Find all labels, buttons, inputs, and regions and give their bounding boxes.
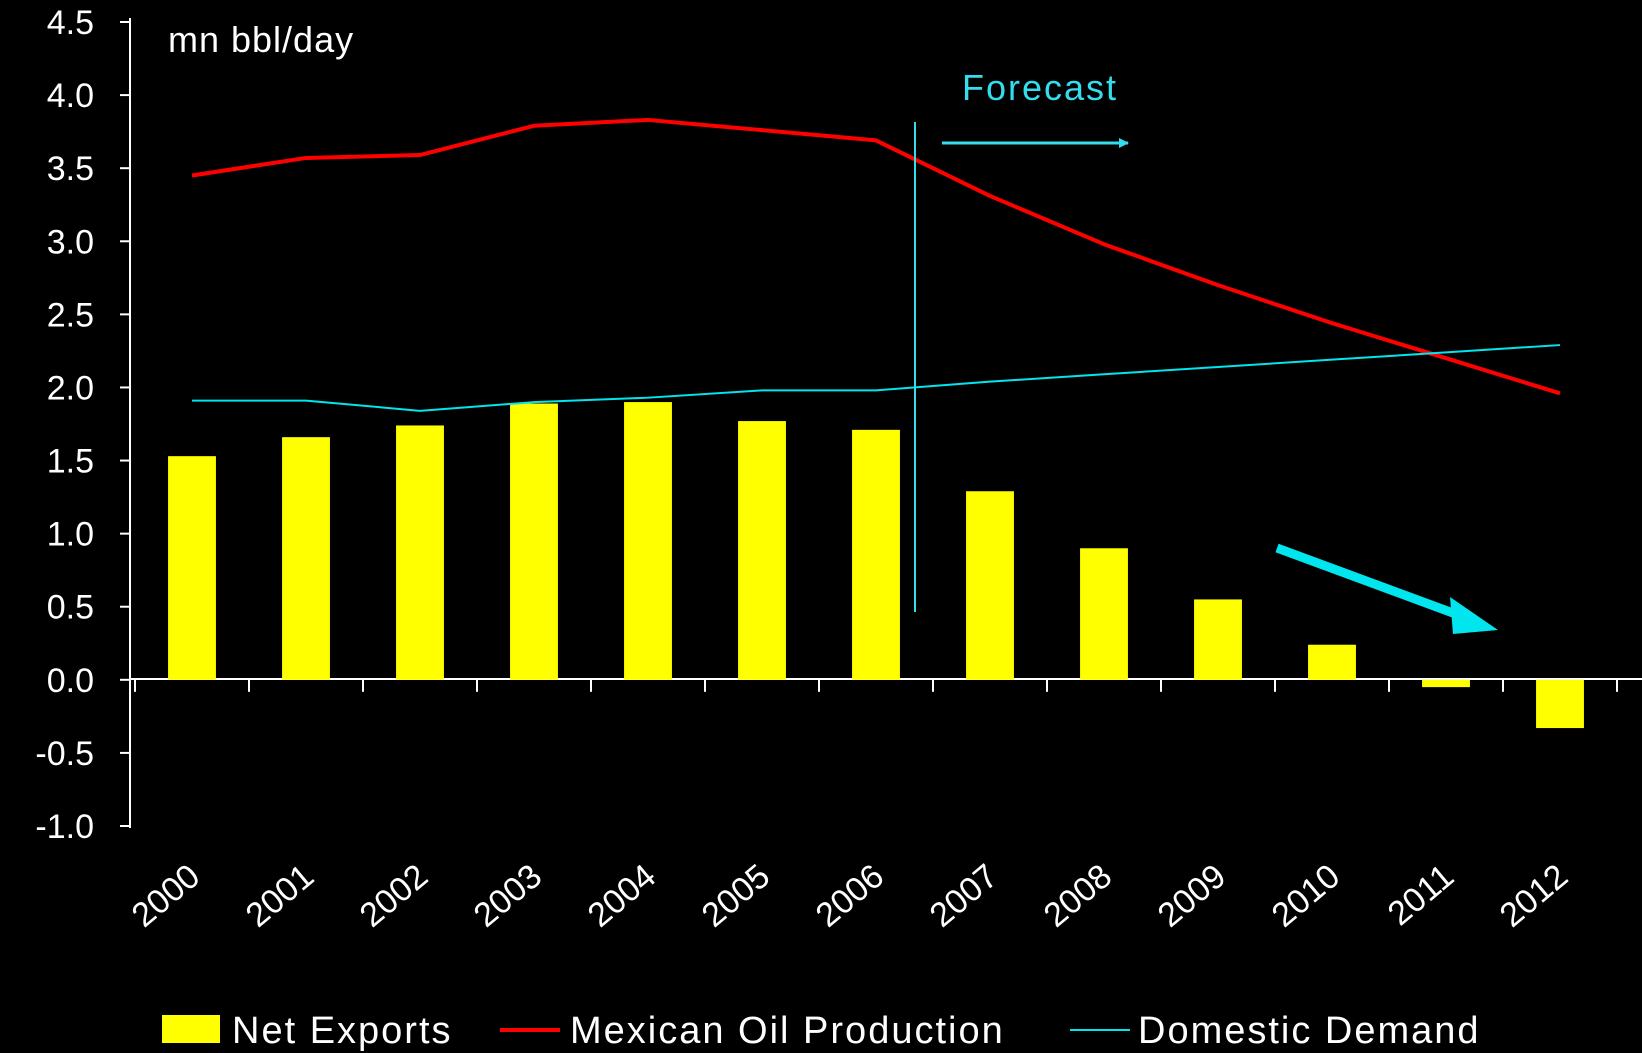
y-tick-label: 1.5 — [47, 443, 94, 481]
y-tick-label: 2.0 — [47, 369, 94, 407]
y-tick-label: 0.0 — [47, 662, 94, 700]
bar-net-exports-2012 — [1536, 679, 1584, 729]
forecast-label: Forecast — [962, 67, 1118, 108]
bar-net-exports-2009 — [1194, 599, 1242, 680]
x-tick-label-2003: 2003 — [467, 857, 549, 935]
x-tick-label-2001: 2001 — [239, 857, 321, 935]
bar-net-exports-2008 — [1080, 548, 1128, 680]
y-tick-label: 0.5 — [47, 589, 94, 627]
y-tick-label: 4.0 — [47, 77, 94, 115]
x-tick-label-2006: 2006 — [809, 857, 891, 935]
y-tick-label: 3.0 — [47, 223, 94, 261]
x-tick-label-2010: 2010 — [1265, 857, 1347, 935]
x-tick-label-2012: 2012 — [1493, 857, 1575, 935]
bar-net-exports-2005 — [738, 421, 786, 680]
legend: Net Exports Mexican Oil Production Domes… — [162, 1010, 1481, 1052]
x-tick-label-2008: 2008 — [1037, 857, 1119, 935]
bar-net-exports-2010 — [1308, 644, 1356, 680]
legend-label-domestic-demand: Domestic Demand — [1138, 1010, 1481, 1052]
y-ticks: 4.5 4.0 3.5 3.0 2.5 2.0 1.5 1.0 0.5 0.0 -0.5 -1.0 — [35, 4, 130, 846]
x-tick-label-2004: 2004 — [581, 857, 663, 935]
bar-net-exports-2006 — [852, 429, 900, 680]
x-tick-labels: 2000 2001 2002 2003 2004 2005 2006 2007 2008 2009… — [125, 857, 1575, 935]
bar-net-exports-2001 — [282, 437, 330, 680]
line-mexican-oil-production — [191, 117, 1561, 396]
legend-label-net-exports: Net Exports — [232, 1010, 453, 1052]
x-ticks — [134, 679, 1618, 692]
x-tick-label-2002: 2002 — [353, 857, 435, 935]
downtrend-arrow-shaft — [1275, 543, 1482, 628]
downtrend-arrow-head — [1450, 597, 1498, 634]
bar-net-exports-2000 — [168, 456, 216, 680]
y-tick-label: 2.5 — [47, 296, 94, 334]
bar-net-exports-2011 — [1422, 679, 1470, 688]
bar-net-exports-2003 — [510, 403, 558, 680]
x-tick-label-2011: 2011 — [1381, 857, 1461, 933]
legend-swatch-net-exports — [162, 1015, 220, 1043]
y-tick-label: 4.5 — [47, 4, 94, 42]
unit-label: mn bbl/day — [168, 19, 354, 60]
y-tick-label: 1.0 — [47, 516, 94, 554]
series-lines — [191, 117, 1561, 412]
bar-net-exports-2004 — [624, 402, 672, 680]
y-tick-label: 3.5 — [47, 150, 94, 188]
legend-label-mexican-oil-production: Mexican Oil Production — [570, 1010, 1005, 1052]
x-tick-label-2009: 2009 — [1151, 857, 1233, 935]
net-exports-bars — [168, 402, 1584, 729]
x-tick-label-2007: 2007 — [923, 857, 1005, 935]
bar-net-exports-2002 — [396, 425, 444, 680]
line-domestic-demand — [192, 344, 1561, 412]
y-tick-label: -1.0 — [35, 808, 94, 846]
x-tick-label-2000: 2000 — [125, 857, 207, 935]
y-tick-label: -0.5 — [35, 735, 94, 773]
x-tick-label-2005: 2005 — [695, 857, 777, 935]
bar-net-exports-2007 — [966, 491, 1014, 680]
